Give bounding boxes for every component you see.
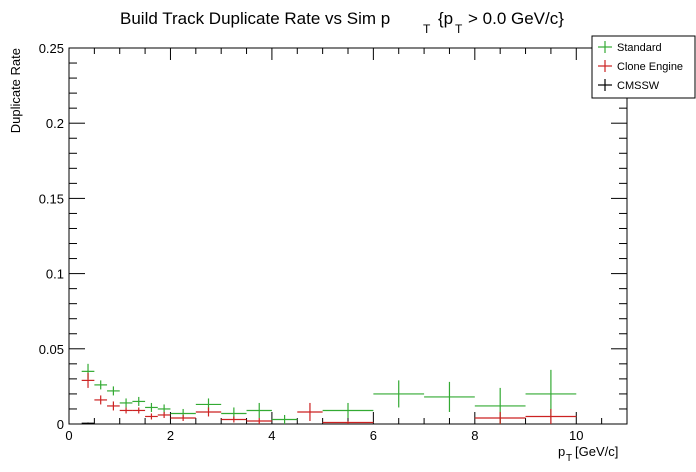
y-tick-label: 0.25 bbox=[39, 41, 64, 56]
data-point bbox=[373, 380, 425, 408]
y-tick-label: 0.15 bbox=[39, 191, 64, 206]
data-point bbox=[424, 381, 475, 412]
y-tick-label: 0.2 bbox=[46, 116, 64, 131]
data-point bbox=[221, 416, 247, 423]
y-tick-label: 0 bbox=[57, 417, 64, 432]
x-tick-labels: 0 2 4 6 8 10 bbox=[65, 428, 583, 443]
y-tick-labels: 0 0.05 0.1 0.15 0.2 0.25 bbox=[39, 41, 64, 432]
legend-label: CMSSW bbox=[617, 80, 660, 92]
y-axis-label: Duplicate Rate bbox=[8, 48, 23, 133]
x-tick-label: 10 bbox=[569, 428, 583, 443]
chart-title-open: {p bbox=[438, 9, 453, 28]
data-point bbox=[525, 408, 577, 424]
data-point bbox=[94, 380, 108, 390]
x-tick-label: 8 bbox=[471, 428, 478, 443]
chart-title-main: Build Track Duplicate Rate vs Sim p bbox=[120, 9, 390, 28]
data-point bbox=[145, 402, 158, 412]
series-layer bbox=[81, 363, 577, 424]
x-tick-label: 2 bbox=[167, 428, 174, 443]
data-point bbox=[107, 401, 120, 411]
data-point bbox=[132, 396, 146, 406]
x-axis-label-sub: T bbox=[566, 453, 572, 464]
x-tick-label: 6 bbox=[370, 428, 377, 443]
data-point bbox=[195, 407, 222, 417]
x-axis-label-p: p bbox=[558, 444, 565, 459]
x-tick-label: 4 bbox=[268, 428, 275, 443]
x-axis-label-unit: [GeV/c] bbox=[575, 444, 618, 459]
legend-entry: CMSSW bbox=[598, 79, 660, 92]
data-point bbox=[94, 395, 108, 405]
data-point bbox=[81, 372, 95, 388]
data-point bbox=[322, 420, 374, 424]
data-point bbox=[322, 402, 374, 418]
data-point bbox=[119, 398, 133, 408]
data-point bbox=[157, 411, 171, 418]
data-point bbox=[246, 402, 272, 418]
data-point bbox=[297, 402, 323, 421]
chart-title-sub-t2: T bbox=[455, 22, 463, 36]
chart-title-close: > 0.0 GeV/c} bbox=[468, 9, 564, 28]
data-point bbox=[119, 407, 133, 414]
legend-box bbox=[591, 35, 696, 99]
series-standard bbox=[81, 363, 577, 424]
legend-label: Standard bbox=[617, 42, 662, 54]
series-cmssw bbox=[81, 422, 95, 424]
data-point bbox=[107, 386, 120, 396]
y-tick-label: 0.1 bbox=[46, 267, 64, 282]
data-point bbox=[81, 422, 95, 424]
chart-title-sub-t1: T bbox=[423, 22, 431, 36]
series-clone-engine bbox=[81, 372, 577, 424]
y-tick-label: 0.05 bbox=[39, 342, 64, 357]
legend-entry: Standard bbox=[598, 41, 662, 54]
legend-entry: Clone Engine bbox=[598, 60, 683, 73]
data-point bbox=[145, 413, 158, 420]
data-point bbox=[246, 417, 272, 424]
legend-label: Clone Engine bbox=[617, 61, 683, 73]
data-point bbox=[170, 414, 196, 421]
x-tick-label: 0 bbox=[65, 428, 72, 443]
data-point bbox=[132, 407, 146, 414]
data-point bbox=[474, 411, 526, 424]
data-point bbox=[271, 414, 298, 424]
legend: Standard Clone Engine CMSSW bbox=[591, 35, 696, 99]
